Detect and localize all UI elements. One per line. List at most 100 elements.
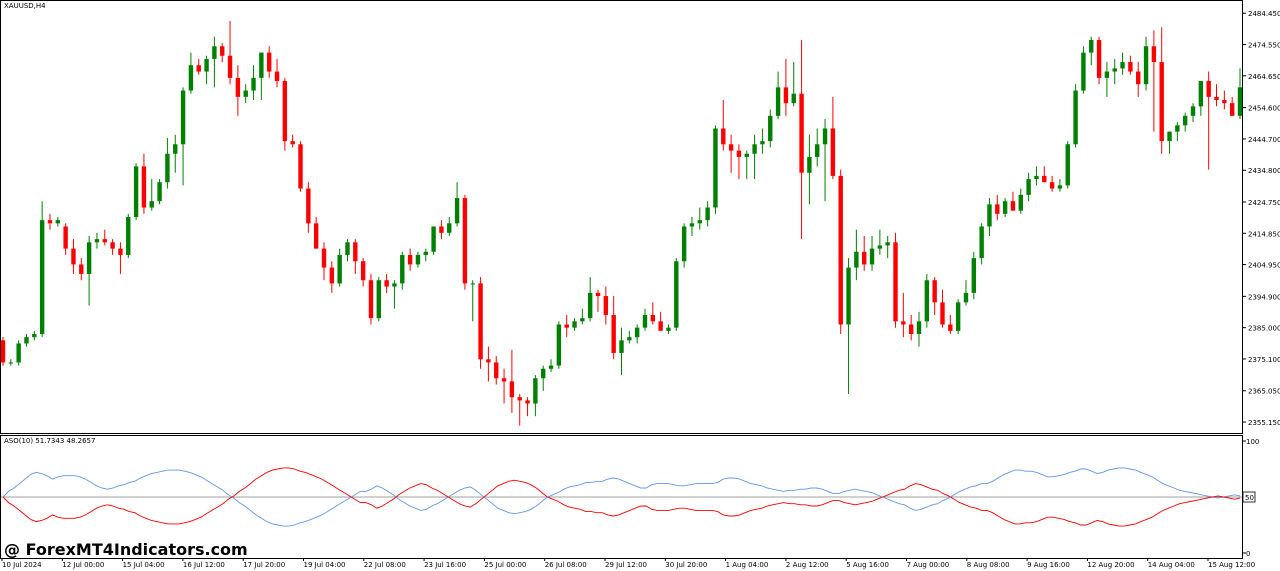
candle-body-up xyxy=(376,280,381,319)
candle-body-up xyxy=(1073,90,1078,145)
candle-body-down xyxy=(439,226,444,233)
candle-body-up xyxy=(243,90,248,97)
candle-body-down xyxy=(494,362,499,379)
oscillator-current-value: 50 xyxy=(1245,494,1254,502)
candle-body-up xyxy=(204,58,209,72)
candle-body-up xyxy=(752,144,757,154)
candle-body-down xyxy=(908,324,914,334)
candle-body-down xyxy=(509,381,515,398)
price-chart-title: XAUUSD,H4 xyxy=(4,2,46,10)
price-tick-label: 2454.600 xyxy=(1248,105,1280,113)
candle-body-down xyxy=(564,324,569,328)
candle-body-up xyxy=(924,280,930,322)
candle-body-down xyxy=(63,226,68,249)
candle-body-up xyxy=(846,267,851,325)
price-tick-label: 2375.100 xyxy=(1248,356,1280,364)
candle-body-down xyxy=(1206,81,1211,97)
candle-body-up xyxy=(775,87,781,116)
candle-body-down xyxy=(478,283,483,360)
time-tick-label: 14 Aug 04:00 xyxy=(1148,561,1195,569)
price-tick-label: 2414.850 xyxy=(1248,230,1280,238)
price-axis: 2484.450 2474.550 2464.650 2454.600 2444.700… xyxy=(1242,10,1280,427)
price-tick-label: 2355.150 xyxy=(1248,419,1280,427)
candle-body-up xyxy=(16,343,21,363)
candle-body-up xyxy=(744,153,749,157)
candle-body-up xyxy=(697,220,702,224)
oscillator-line-red xyxy=(2,467,1241,527)
candle-body-up xyxy=(454,198,460,224)
candle-body-down xyxy=(360,261,366,281)
candle-body-up xyxy=(619,340,624,353)
price-panel-frame xyxy=(0,0,1243,434)
time-tick-label: 12 Aug 20:00 xyxy=(1087,561,1134,569)
candle-body-down xyxy=(658,321,663,331)
candle-body-up xyxy=(86,242,92,274)
price-tick-label: 2404.950 xyxy=(1248,262,1280,270)
candle-body-down xyxy=(329,267,335,284)
candle-body-up xyxy=(157,182,162,202)
time-tick-label: 19 Jul 04:00 xyxy=(304,561,346,569)
candle-body-up xyxy=(1065,144,1070,186)
candle-body-up xyxy=(1190,106,1196,116)
candle-body-up xyxy=(869,248,875,265)
candle-body-up xyxy=(955,302,961,331)
candle-body-down xyxy=(1010,201,1016,211)
candle-body-down xyxy=(611,315,616,353)
candle-body-down xyxy=(901,321,906,325)
oscillator-tick-label: 0 xyxy=(1246,550,1250,558)
candle-body-down xyxy=(932,280,937,303)
candle-body-down xyxy=(1229,103,1235,116)
candle-body-up xyxy=(916,321,922,334)
candle-body-down xyxy=(650,315,656,322)
candle-body-up xyxy=(971,258,977,293)
candle-body-up xyxy=(705,207,710,221)
candle-body-up xyxy=(674,261,679,328)
candle-body-down xyxy=(196,65,201,72)
candle-body-up xyxy=(1175,125,1180,132)
candle-body-up xyxy=(1026,179,1031,195)
candle-body-up xyxy=(854,251,859,268)
candle-body-up xyxy=(259,52,264,78)
time-tick-label: 30 Jul 20:00 xyxy=(665,561,707,569)
candle-body-down xyxy=(227,55,233,78)
candle-body-down xyxy=(1042,175,1047,183)
candle-body-up xyxy=(791,93,796,104)
candle-body-up xyxy=(94,239,100,243)
candle-body-down xyxy=(290,141,295,145)
candle-body-down xyxy=(71,248,76,265)
candle-body-up xyxy=(681,226,687,262)
candle-body-down xyxy=(1214,96,1219,101)
candle-body-up xyxy=(180,90,186,145)
candle-body-down xyxy=(266,52,272,72)
candle-body-up xyxy=(24,337,29,344)
candle-body-up xyxy=(126,217,131,255)
candle-body-down xyxy=(736,150,742,157)
candle-body-down xyxy=(1151,46,1157,63)
oscillator-lines xyxy=(2,467,1241,527)
price-tick-label: 2434.800 xyxy=(1248,167,1280,175)
candle-body-down xyxy=(995,204,1000,214)
candle-body-up xyxy=(55,220,61,224)
time-tick-label: 25 Jul 00:00 xyxy=(484,561,526,569)
time-tick-label: 2 Aug 12:00 xyxy=(786,561,829,569)
candle-body-up xyxy=(666,327,671,331)
candle-body-down xyxy=(838,175,843,325)
time-tick-label: 5 Aug 16:00 xyxy=(846,561,889,569)
oscillator-current-value-box xyxy=(1242,491,1256,503)
time-tick-label: 15 Jul 04:00 xyxy=(123,561,165,569)
candle-body-down xyxy=(603,296,609,316)
candle-body-up xyxy=(1143,46,1149,85)
candle-body-down xyxy=(940,302,945,325)
candle-body-down xyxy=(1049,182,1055,189)
candle-body-up xyxy=(541,368,546,379)
candle-body-up xyxy=(8,362,14,364)
time-tick-label: 8 Aug 08:00 xyxy=(967,561,1010,569)
candle-body-up xyxy=(392,283,397,287)
oscillator-title: ASO(10) 51.7343 48.2657 xyxy=(4,437,95,445)
candle-body-up xyxy=(423,251,428,255)
candle-body-down xyxy=(274,71,280,82)
candle-body-up xyxy=(1018,194,1023,211)
candle-body-up xyxy=(149,201,154,208)
candle-body-down xyxy=(1222,100,1227,104)
